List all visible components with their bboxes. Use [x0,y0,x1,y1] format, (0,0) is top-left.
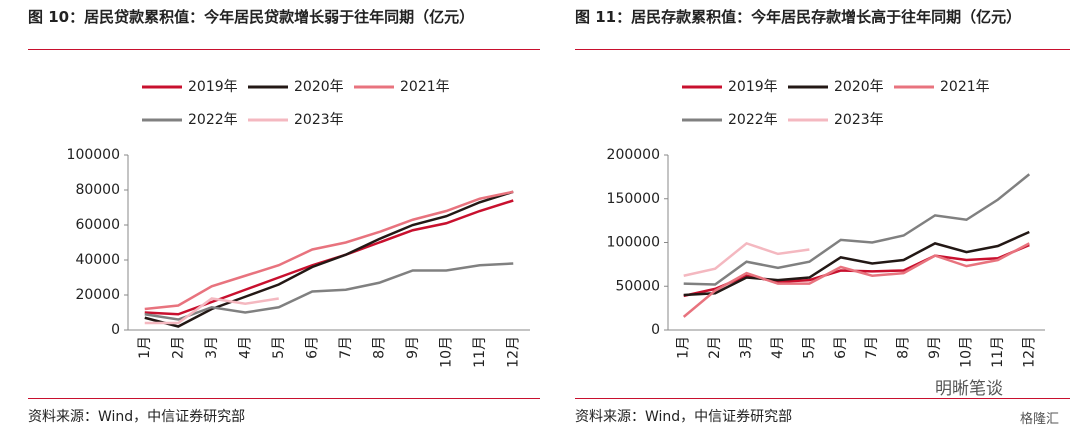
watermark: 格隆汇 [1020,412,1060,427]
chart: 0 50000 100000 150000 200000 1月 2月 3月 4月 5月 6月 7月 8月… [607,79,1045,368]
y-tick-label: 60000 [75,217,120,233]
series-line [144,190,514,311]
x-tick-label: 4月 [237,336,253,359]
x-tick-label: 8月 [371,336,387,359]
legend-label: 2023年 [294,112,344,128]
series-line [144,297,279,325]
y-tick-label: 200000 [607,147,660,163]
rule [28,49,540,50]
series-line [682,242,1030,318]
chart: 0 20000 40000 60000 80000 100000 1月 2月 3月 4月 5月 6月 7… [67,79,530,368]
x-tick-label: 5月 [801,336,817,359]
legend-label: 2019年 [188,79,238,95]
x-tick-label: 7月 [338,336,354,359]
chart-title: 图 10：居民贷款累积值：今年居民贷款增长弱于往年同期（亿元） [28,8,475,26]
chart-title: 图 11：居民存款累积值：今年居民存款增长高于往年同期（亿元） [575,8,1022,26]
rule [575,49,1070,50]
y-tick-label: 80000 [75,182,120,198]
x-tick-label: 7月 [864,336,880,359]
y-tick-label: 50000 [615,278,660,294]
series-line [144,190,514,328]
series-line [144,199,514,316]
source: 资料来源：Wind，中信证券研究部 [575,409,793,425]
y-tick-label: 100000 [67,147,120,163]
legend-label: 2019年 [728,79,778,95]
y-tick-label: 0 [651,322,660,338]
x-tick-label: 6月 [304,336,320,359]
x-tick-label: 4月 [770,336,786,359]
legend-label: 2020年 [294,79,344,95]
y-tick-label: 100000 [607,235,660,251]
x-tick-label: 9月 [927,336,943,359]
x-tick-label: 3月 [739,336,755,359]
series-line [683,173,1031,286]
x-tick-label: 10月 [438,336,454,368]
x-tick-label: 8月 [896,336,912,359]
watermark: 明晰笔谈 [935,379,1003,399]
x-tick-label: 6月 [833,336,849,359]
x-tick-label: 9月 [405,336,421,359]
x-tick-label: 2月 [170,336,186,359]
x-tick-label: 11月 [472,336,488,368]
legend-label: 2021年 [400,79,450,95]
x-tick-label: 1月 [137,336,153,359]
x-tick-label: 12月 [505,336,521,368]
x-tick-label: 12月 [1021,336,1037,368]
legend-label: 2022年 [188,112,238,128]
legend-label: 2023年 [834,112,884,128]
series-line [683,241,810,277]
y-tick-label: 40000 [75,252,120,268]
x-tick-label: 2月 [707,336,723,359]
x-tick-label: 1月 [676,336,692,359]
x-tick-label: 10月 [958,336,974,368]
rule [28,398,540,399]
legend-label: 2020年 [834,79,884,95]
y-tick-label: 0 [111,322,120,338]
x-tick-label: 11月 [990,336,1006,368]
y-tick-label: 20000 [75,287,120,303]
x-tick-label: 5月 [271,336,287,359]
y-tick-label: 150000 [607,191,660,207]
source: 资料来源：Wind，中信证券研究部 [28,409,246,425]
rule [575,398,1070,399]
legend-label: 2022年 [728,112,778,128]
legend-label: 2021年 [940,79,990,95]
series-line [683,230,1030,297]
series-line [144,262,514,321]
x-tick-label: 3月 [204,336,220,359]
